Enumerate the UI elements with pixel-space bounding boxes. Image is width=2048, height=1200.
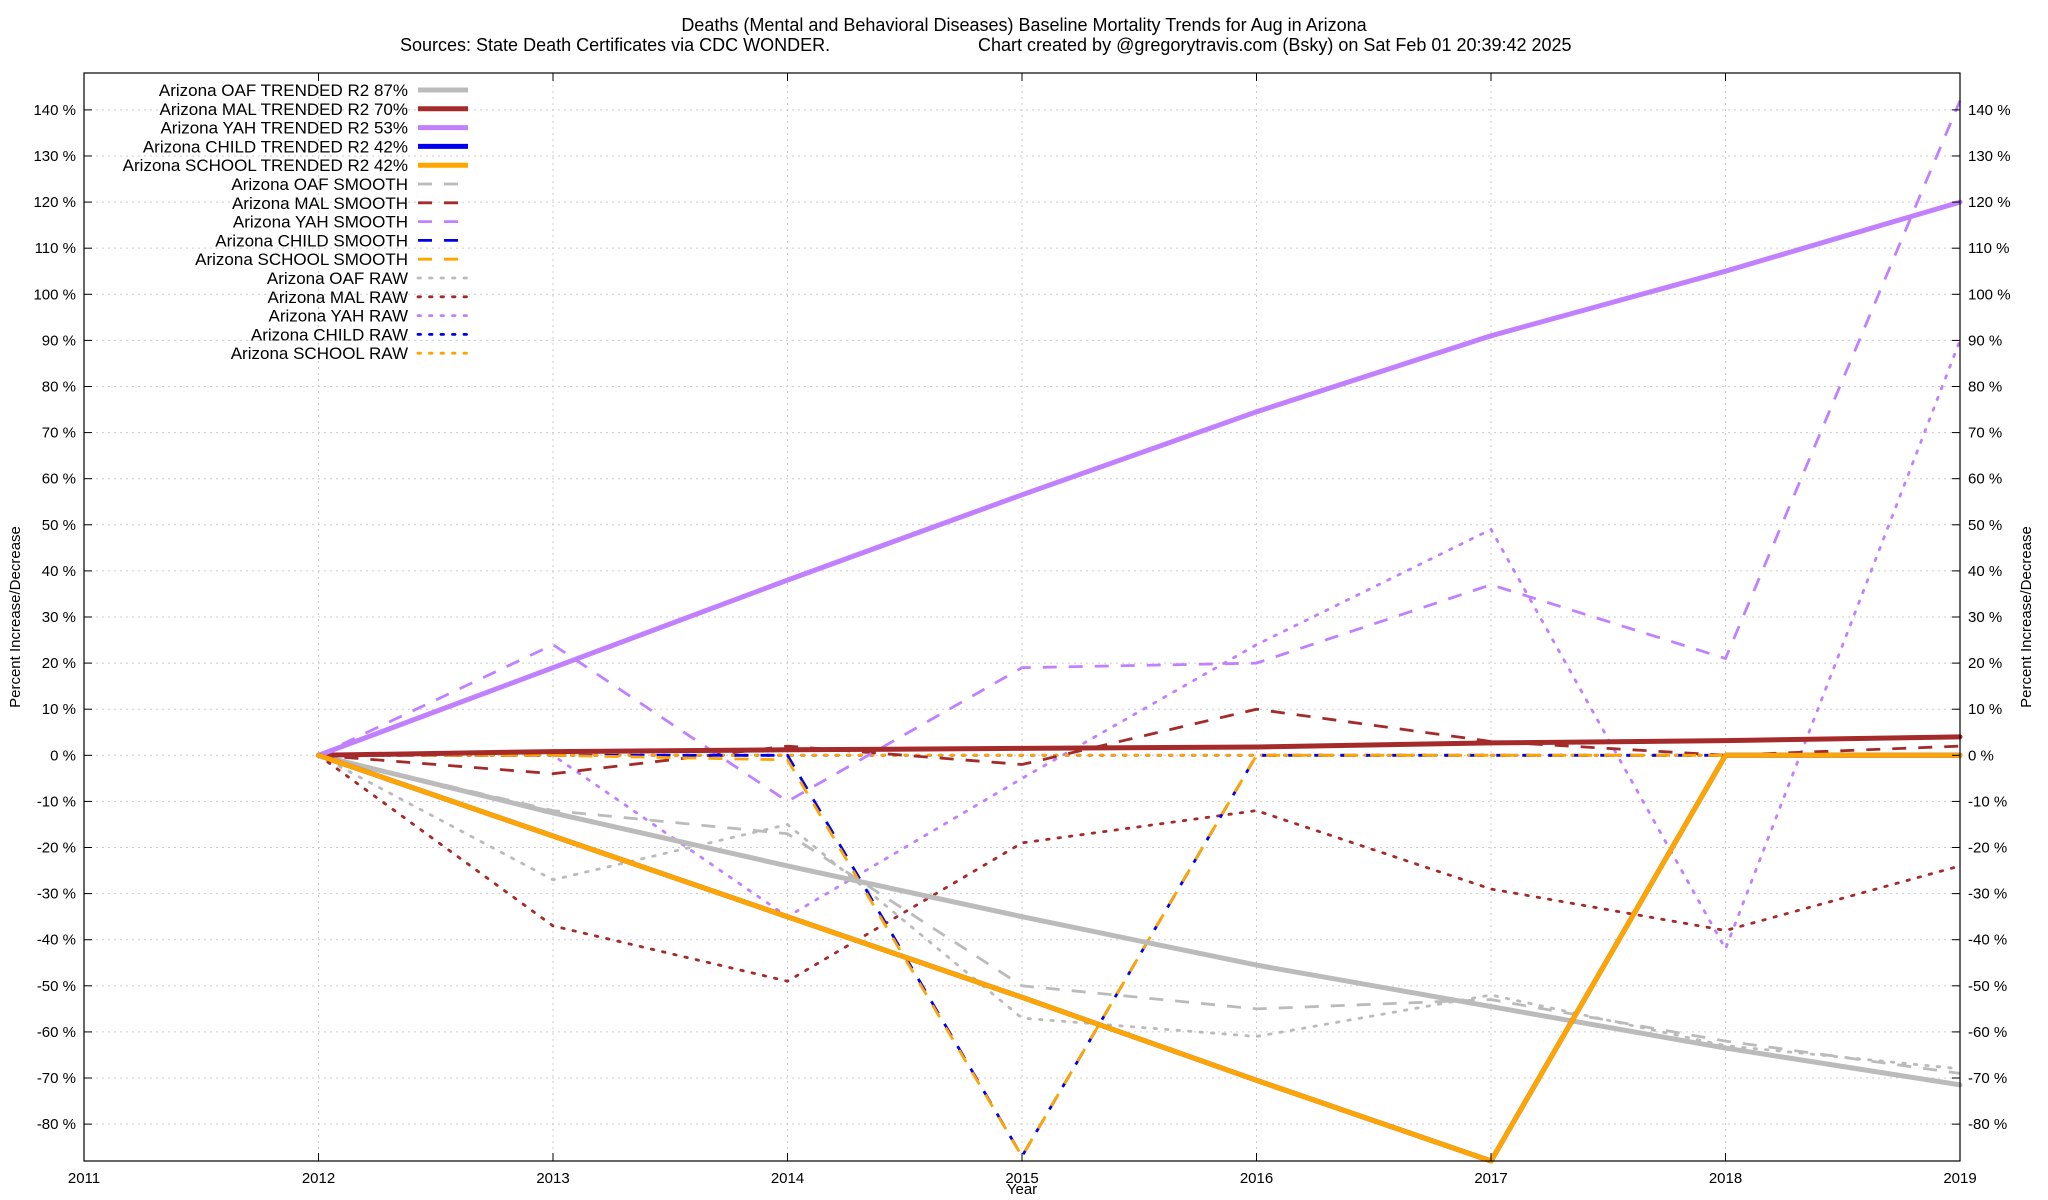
y-tick-label-left: -60 % xyxy=(37,1024,76,1041)
y-tick-label-left: 20 % xyxy=(42,655,76,672)
x-tick-label: 2011 xyxy=(68,1170,100,1187)
series-line-arizona-yah-raw xyxy=(317,338,1962,953)
legend: Arizona OAF TRENDED R2 87%Arizona MAL TR… xyxy=(123,81,470,363)
x-tick-label: 2018 xyxy=(1709,1170,1742,1187)
y-tick-label-left: 0 % xyxy=(50,747,76,764)
grid xyxy=(83,73,1961,1161)
y-tick-label-left: 60 % xyxy=(42,471,76,488)
chart-subtitle-left: Sources: State Death Certificates via CD… xyxy=(400,35,830,55)
legend-label: Arizona MAL RAW xyxy=(268,288,408,307)
y-tick-label-right: 130 % xyxy=(1968,148,2011,165)
y-tick-label-right: -40 % xyxy=(1968,932,2007,949)
series-line-arizona-yah-trended-r2-53 xyxy=(316,199,1963,758)
chart-subtitle-right: Chart created by @gregorytravis.com (Bsk… xyxy=(978,35,1572,55)
legend-label: Arizona OAF SMOOTH xyxy=(231,175,408,194)
legend-label: Arizona CHILD TRENDED R2 42% xyxy=(143,137,408,156)
y-tick-label-left: 50 % xyxy=(42,517,76,534)
chart-title: Deaths (Mental and Behavioral Diseases) … xyxy=(681,15,1367,35)
y-tick-label-left: -30 % xyxy=(37,886,76,903)
y-tick-label-left: 100 % xyxy=(33,286,76,303)
legend-label: Arizona MAL SMOOTH xyxy=(232,194,408,213)
x-tick-label: 2014 xyxy=(771,1170,804,1187)
y-tick-label-right: 80 % xyxy=(1968,378,2002,395)
series-lines xyxy=(316,100,1963,1164)
y-tick-label-right: 90 % xyxy=(1968,332,2002,349)
y-tick-label-left: -20 % xyxy=(37,840,76,857)
y-tick-label-right: -50 % xyxy=(1968,978,2007,995)
series-line-arizona-oaf-raw xyxy=(317,753,1962,1071)
series-line-arizona-mal-raw xyxy=(317,753,1962,983)
x-tick-label: 2016 xyxy=(1240,1170,1273,1187)
legend-label: Arizona SCHOOL TRENDED R2 42% xyxy=(123,156,408,175)
y-tick-label-left: 120 % xyxy=(33,194,76,211)
y-tick-label-left: 80 % xyxy=(42,378,76,395)
y-tick-label-left: -10 % xyxy=(37,793,76,810)
x-tick-label: 2015 xyxy=(1005,1170,1038,1187)
y-tick-label-left: 110 % xyxy=(35,240,76,257)
y-tick-label-left: -70 % xyxy=(37,1070,76,1087)
legend-label: Arizona YAH RAW xyxy=(268,307,408,326)
y-tick-label-left: 130 % xyxy=(33,148,76,165)
legend-label: Arizona OAF TRENDED R2 87% xyxy=(159,81,408,100)
y-tick-label-left: -80 % xyxy=(37,1116,76,1133)
y-tick-label-right: -60 % xyxy=(1968,1024,2007,1041)
y-tick-label-right: 60 % xyxy=(1968,471,2002,488)
y-tick-label-right: 0 % xyxy=(1968,747,1994,764)
y-tick-label-left: -40 % xyxy=(37,932,76,949)
y-tick-label-right: 110 % xyxy=(1968,240,2009,257)
y-tick-label-right: 50 % xyxy=(1968,517,2002,534)
y-tick-label-right: -20 % xyxy=(1968,840,2007,857)
y-tick-label-right: 40 % xyxy=(1968,563,2002,580)
legend-label: Arizona SCHOOL SMOOTH xyxy=(195,250,408,269)
x-ticks: 2011 2012 2013 2014 2015 2016 2017 2018 2019 xyxy=(68,73,1977,1187)
y-tick-label-left: 70 % xyxy=(42,425,76,442)
x-axis-label: Year xyxy=(1007,1181,1037,1198)
y-tick-label-left: -50 % xyxy=(37,978,76,995)
legend-label: Arizona CHILD SMOOTH xyxy=(215,231,408,250)
legend-label: Arizona SCHOOL RAW xyxy=(231,344,408,363)
y-tick-label-right: -80 % xyxy=(1968,1116,2007,1133)
series-line-arizona-mal-smooth xyxy=(318,707,1961,776)
y-tick-label-left: 30 % xyxy=(42,609,76,626)
series-line-arizona-mal-trended-r2-70 xyxy=(316,734,1963,758)
series-line-arizona-school-trended-r2-42 xyxy=(316,752,1963,1164)
y-tick-label-right: 100 % xyxy=(1968,286,2011,303)
y-tick-label-left: 90 % xyxy=(42,332,76,349)
y-tick-label-right: 120 % xyxy=(1968,194,2011,211)
y-tick-label-right: -10 % xyxy=(1968,793,2007,810)
x-tick-label: 2017 xyxy=(1474,1170,1507,1187)
y-tick-label-right: 70 % xyxy=(1968,425,2002,442)
legend-label: Arizona YAH SMOOTH xyxy=(233,213,408,232)
legend-label: Arizona CHILD RAW xyxy=(251,325,408,344)
y-ticks-left: 140 % 130 % 120 % 110 % 100 % 90 % 80 % 70 % 60 … xyxy=(33,102,92,1133)
legend-label: Arizona MAL TRENDED R2 70% xyxy=(160,100,408,119)
y-tick-label-left: 140 % xyxy=(33,102,76,119)
series-line-arizona-school-smooth xyxy=(318,753,1960,1160)
y-tick-label-left: 40 % xyxy=(42,563,76,580)
y-tick-label-right: 10 % xyxy=(1968,701,2002,718)
y-tick-label-right: -30 % xyxy=(1968,886,2007,903)
y-tick-label-right: -70 % xyxy=(1968,1070,2007,1087)
y-tick-label-left: 10 % xyxy=(42,701,76,718)
x-tick-label: 2013 xyxy=(536,1170,569,1187)
series-line-arizona-oaf-trended-r2-87 xyxy=(316,752,1963,1088)
legend-label: Arizona YAH TRENDED R2 53% xyxy=(160,119,408,138)
y-axis-label-left: Percent Increase/Decrease xyxy=(7,526,24,708)
x-tick-label: 2019 xyxy=(1943,1170,1976,1187)
legend-label: Arizona OAF RAW xyxy=(267,269,408,288)
y-tick-label-right: 140 % xyxy=(1968,102,2011,119)
y-tick-label-right: 20 % xyxy=(1968,655,2002,672)
y-axis-label-right: Percent Increase/Decrease xyxy=(2018,526,2035,708)
series-line-arizona-oaf-smooth xyxy=(318,753,1961,1075)
x-tick-label: 2012 xyxy=(302,1170,335,1187)
y-ticks-right: 140 % 130 % 120 % 110 % 100 % 90 % 80 % 70 % 60 … xyxy=(1952,102,2011,1133)
y-tick-label-right: 30 % xyxy=(1968,609,2002,626)
